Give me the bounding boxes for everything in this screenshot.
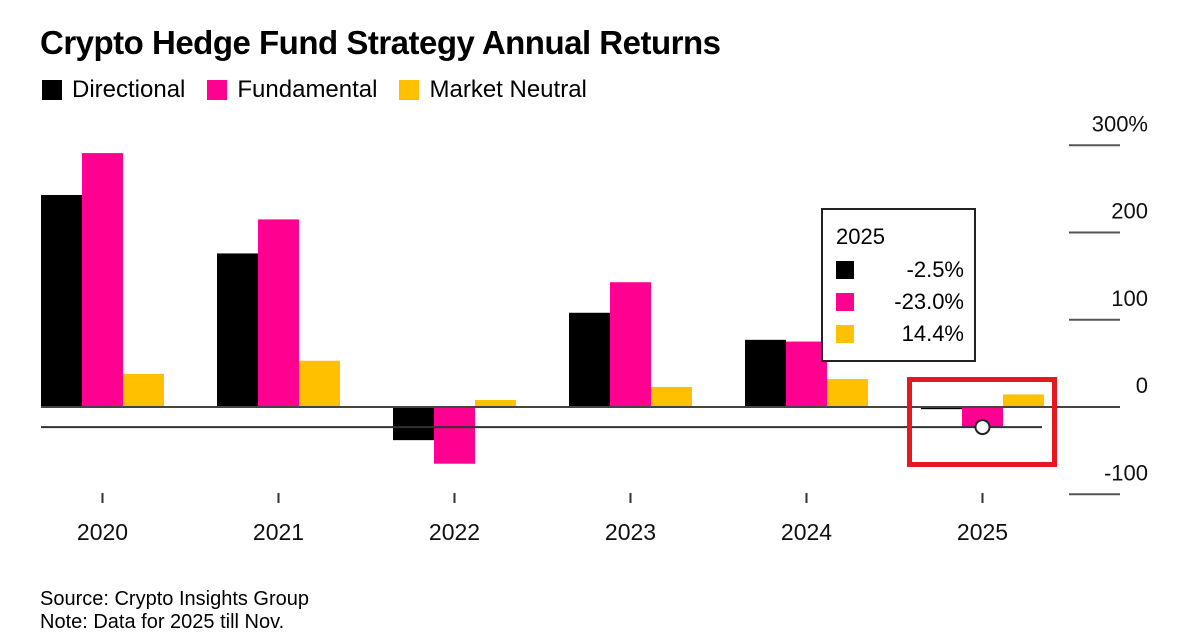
bar-fundamental-2024 <box>786 341 827 407</box>
x-tick-label-2024: 2024 <box>781 519 832 545</box>
legend-label-directional: Directional <box>72 76 186 103</box>
bar-directional-2025 <box>921 407 962 410</box>
bar-directional-2022 <box>393 407 434 441</box>
x-tick-label-2020: 2020 <box>77 519 128 545</box>
bar-directional-2024 <box>745 339 786 407</box>
bar-directional-2021 <box>217 253 258 407</box>
legend-swatch-directional <box>42 80 62 100</box>
bar-fundamental-2025 <box>962 407 1003 428</box>
legend-swatch-fundamental <box>207 80 228 100</box>
y-tick-label: 200 <box>1111 199 1148 224</box>
legend-item-directional: Directional <box>42 76 185 104</box>
bar-fundamental-2020 <box>82 153 123 407</box>
bar-directional-2020 <box>41 194 82 407</box>
tooltip-row-fundamental: -23.0% <box>836 289 964 314</box>
bar-market-neutral-2021 <box>299 360 340 407</box>
x-tick-label-2023: 2023 <box>605 519 656 545</box>
y-tick-label: 100 <box>1111 286 1148 311</box>
tooltip-value-market-neutral: 14.4% <box>901 321 964 346</box>
tooltip-swatch-fundamental <box>836 293 854 311</box>
bar-market-neutral-2023 <box>651 386 692 407</box>
x-tick-label-2022: 2022 <box>429 519 480 545</box>
bar-market-neutral-2025 <box>1003 394 1044 407</box>
bar-market-neutral-2024 <box>827 379 868 407</box>
legend-item-market-neutral: Market Neutral <box>399 76 587 104</box>
reference-marker <box>974 419 991 436</box>
tooltip-row-market-neutral: 14.4% <box>836 321 964 346</box>
y-tick-label: 0 <box>1136 373 1148 398</box>
legend: Directional Fundamental Market Neutral <box>42 76 609 104</box>
bar-market-neutral-2022 <box>475 400 516 407</box>
bar-fundamental-2022 <box>434 407 475 464</box>
y-tick-label: 300% <box>1092 111 1148 136</box>
x-tick-label-2025: 2025 <box>957 519 1008 545</box>
legend-swatch-market-neutral <box>399 80 420 100</box>
legend-label-fundamental: Fundamental <box>237 76 378 103</box>
legend-item-fundamental: Fundamental <box>207 76 377 104</box>
tooltip-2025: 2025 -2.5% -23.0% 14.4% <box>821 208 976 362</box>
chart-title: Crypto Hedge Fund Strategy Annual Return… <box>40 24 721 61</box>
tooltip-swatch-market-neutral <box>836 325 854 343</box>
tooltip-value-fundamental: -23.0% <box>894 289 964 314</box>
data-note: Note: Data for 2025 till Nov. <box>40 611 285 633</box>
bar-fundamental-2021 <box>258 219 299 407</box>
tooltip-swatch-directional <box>836 261 854 279</box>
footer: Source: Crypto Insights Group Note: Data… <box>40 588 309 634</box>
bar-market-neutral-2020 <box>123 373 164 407</box>
tooltip-value-directional: -2.5% <box>906 257 964 282</box>
legend-label-market-neutral: Market Neutral <box>429 76 587 103</box>
tooltip-row-directional: -2.5% <box>836 257 964 282</box>
source-note: Source: Crypto Insights Group <box>40 588 310 610</box>
bar-directional-2023 <box>569 312 610 407</box>
bar-fundamental-2023 <box>610 282 651 407</box>
highlight-box-2025 <box>907 377 1057 467</box>
y-tick-label: -100 <box>1104 460 1148 485</box>
x-tick-label-2021: 2021 <box>253 519 304 545</box>
tooltip-title: 2025 <box>836 224 885 249</box>
